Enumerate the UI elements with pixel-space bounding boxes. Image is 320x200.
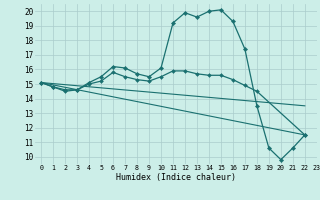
X-axis label: Humidex (Indice chaleur): Humidex (Indice chaleur) — [116, 173, 236, 182]
